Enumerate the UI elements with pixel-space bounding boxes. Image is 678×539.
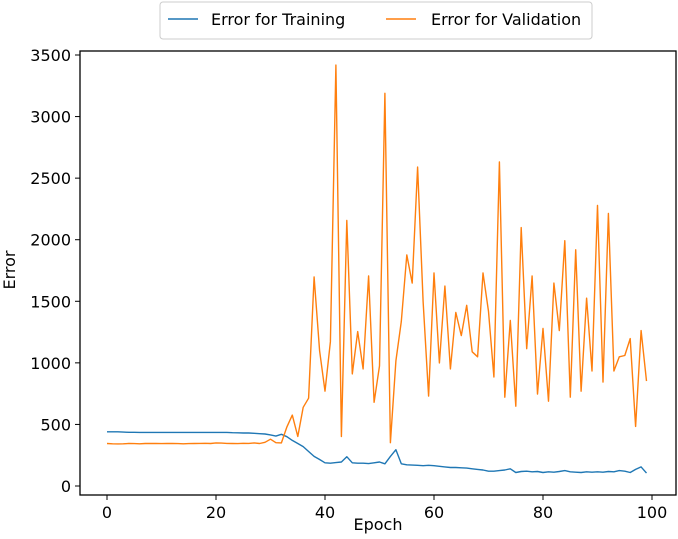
plot-frame — [79, 50, 677, 496]
legend-label-training: Error for Training — [211, 10, 345, 29]
y-axis-label: Error — [0, 250, 19, 289]
series-line-training — [107, 431, 648, 474]
series-lines — [106, 64, 648, 474]
legend-box — [159, 1, 593, 40]
y-tick-label: 500 — [40, 415, 71, 434]
x-tick-label: 40 — [315, 503, 335, 522]
x-tick-label: 0 — [102, 503, 112, 522]
y-tick-label: 3000 — [30, 108, 71, 127]
y-tick-label: 1000 — [30, 354, 71, 373]
legend-label-validation: Error for Validation — [431, 10, 581, 29]
y-tick-label: 3500 — [30, 46, 71, 65]
y-tick-label: 0 — [61, 477, 71, 496]
y-tick-label: 1500 — [30, 292, 71, 311]
legend: Error for Training Error for Validation — [159, 1, 593, 40]
x-tick-label: 80 — [533, 503, 553, 522]
x-tick-label: 60 — [424, 503, 444, 522]
series-line-validation — [106, 64, 648, 445]
x-tick-label: 100 — [637, 503, 668, 522]
y-tick-label: 2500 — [30, 169, 71, 188]
y-axis-ticks: 0 500 1000 1500 2000 2500 3000 3500 — [30, 46, 80, 496]
x-axis-ticks: 0 20 40 60 80 100 — [102, 495, 667, 522]
x-tick-label: 20 — [206, 503, 226, 522]
y-tick-label: 2000 — [30, 231, 71, 250]
x-axis-label: Epoch — [354, 515, 403, 534]
